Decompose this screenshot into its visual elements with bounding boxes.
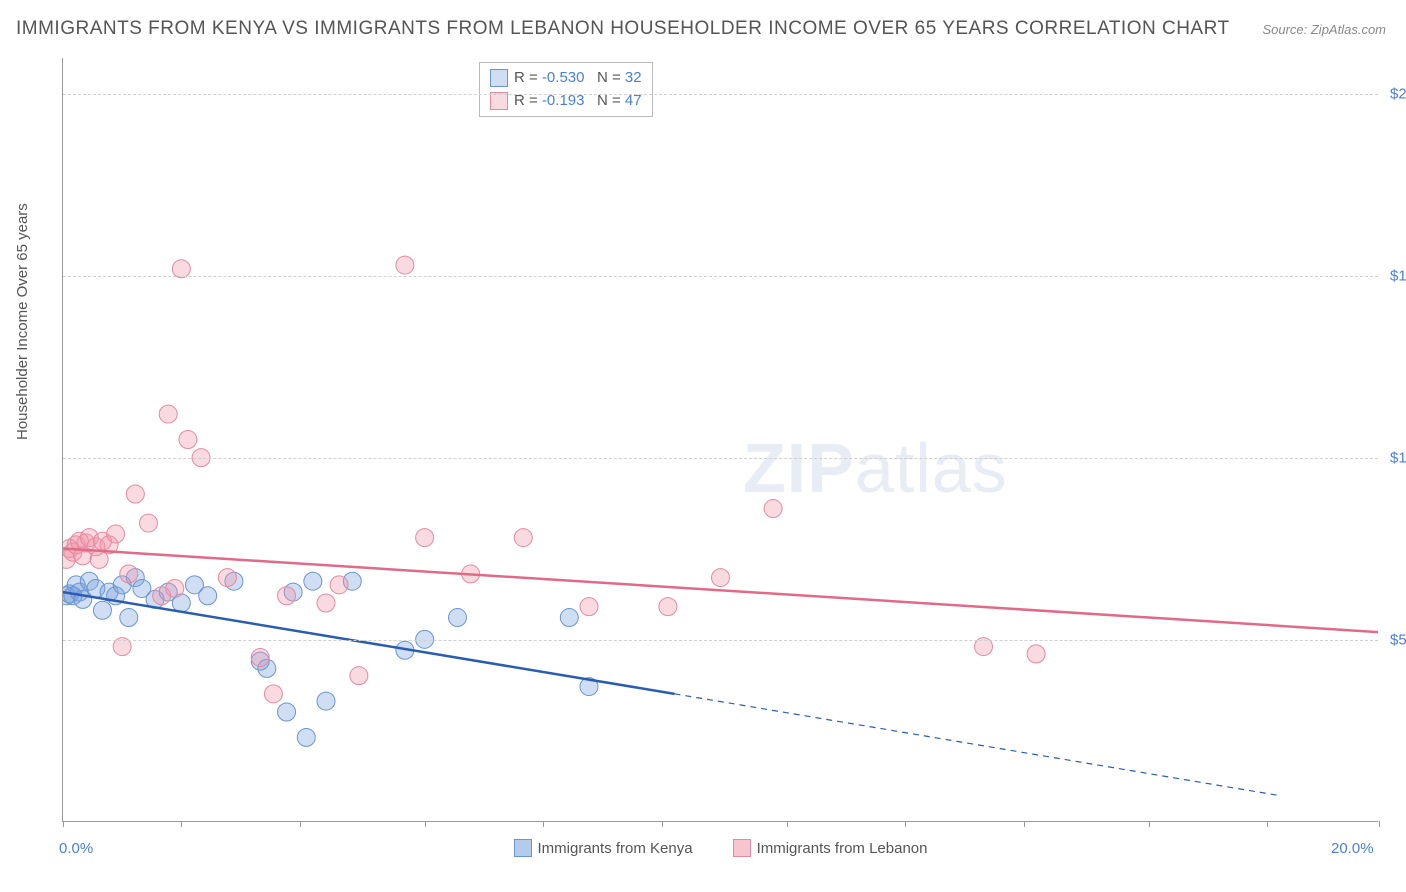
x-tick [1149,821,1150,827]
data-point [1027,645,1045,663]
data-point [330,576,348,594]
gridline [63,94,1378,95]
data-point [350,667,368,685]
x-tick [425,821,426,827]
x-tick [905,821,906,827]
chart-title: IMMIGRANTS FROM KENYA VS IMMIGRANTS FROM… [16,18,1230,40]
legend-series-label: Immigrants from Kenya [538,840,693,857]
data-point [264,685,282,703]
legend-series: Immigrants from Kenya Immigrants from Leb… [63,839,1378,857]
legend-swatch [733,839,751,857]
data-point [449,609,467,627]
legend-correlation-text: R = -0.193 N = 47 [514,90,642,113]
source-label: Source: ZipAtlas.com [1262,22,1386,37]
y-axis-label: Householder Income Over 65 years [14,203,31,440]
data-point [159,405,177,423]
data-point [580,598,598,616]
legend-correlation: R = -0.530 N = 32R = -0.193 N = 47 [479,62,653,117]
data-point [218,569,236,587]
legend-correlation-row: R = -0.193 N = 47 [490,90,642,113]
data-point [514,529,532,547]
legend-correlation-row: R = -0.530 N = 32 [490,67,642,90]
x-tick [662,821,663,827]
data-point [659,598,677,616]
y-tick-label: $200,000 [1382,86,1406,103]
data-point [120,609,138,627]
data-point [179,431,197,449]
y-tick-label: $50,000 [1382,632,1406,649]
data-point [560,609,578,627]
x-tick-label: 20.0% [1331,840,1374,857]
data-point [297,728,315,746]
data-point [278,703,296,721]
data-point [317,594,335,612]
trend-line-extrapolated [674,694,1279,796]
x-tick-label: 0.0% [59,840,93,857]
plot-area: ZIPatlas R = -0.530 N = 32R = -0.193 N =… [62,58,1378,822]
data-point [139,514,157,532]
x-tick [181,821,182,827]
trend-line [63,549,1378,633]
data-point [396,256,414,274]
y-tick-label: $150,000 [1382,268,1406,285]
data-point [126,485,144,503]
legend-swatch [514,839,532,857]
legend-swatch [490,69,508,87]
x-tick [300,821,301,827]
data-point [93,601,111,619]
legend-series-item: Immigrants from Lebanon [733,839,928,857]
gridline [63,276,1378,277]
x-tick [543,821,544,827]
data-point [416,529,434,547]
data-point [199,587,217,605]
legend-series-item: Immigrants from Kenya [514,839,693,857]
data-point [251,649,269,667]
data-point [712,569,730,587]
data-point [278,587,296,605]
legend-correlation-text: R = -0.530 N = 32 [514,67,642,90]
data-point [120,565,138,583]
data-point [172,260,190,278]
x-tick [63,821,64,827]
gridline [63,640,1378,641]
data-point [764,500,782,518]
data-point [166,579,184,597]
data-point [107,525,125,543]
x-tick [1379,821,1380,827]
chart-svg [63,58,1378,821]
data-point [317,692,335,710]
x-tick [787,821,788,827]
data-point [304,572,322,590]
y-tick-label: $100,000 [1382,450,1406,467]
x-tick [1024,821,1025,827]
x-tick [1267,821,1268,827]
legend-series-label: Immigrants from Lebanon [757,840,928,857]
gridline [63,458,1378,459]
